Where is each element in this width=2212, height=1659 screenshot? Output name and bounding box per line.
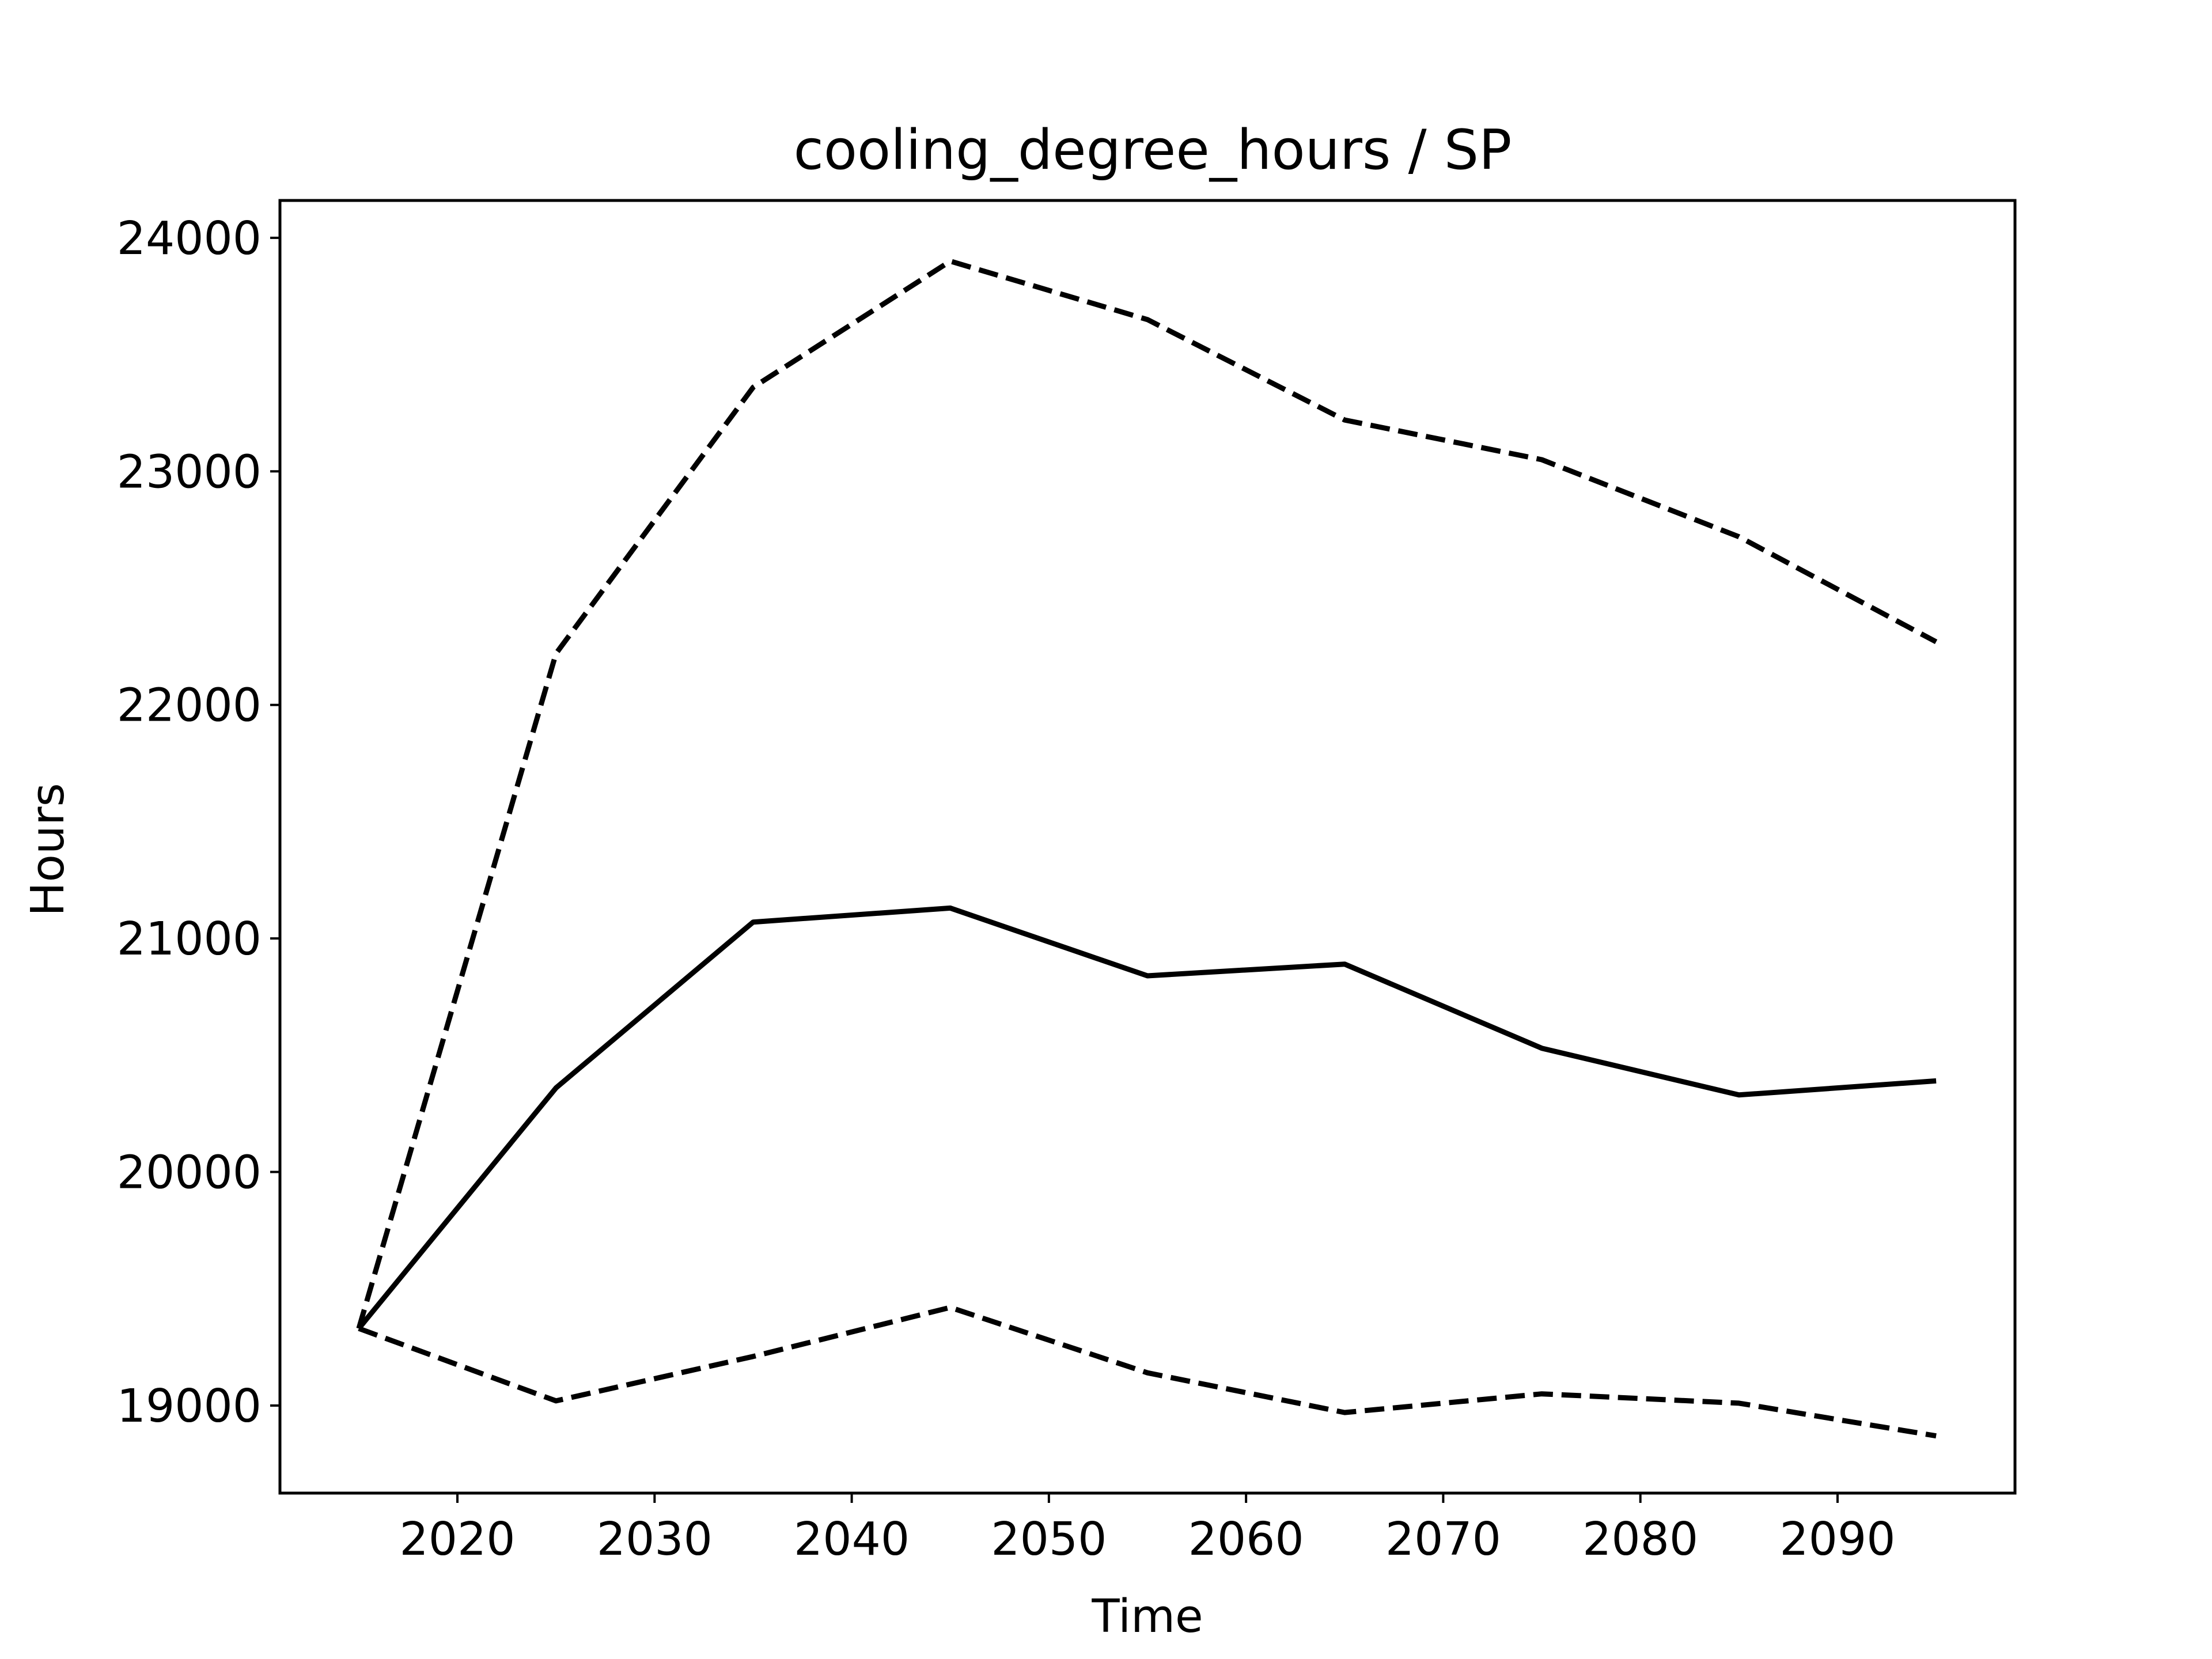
x-tick-label: 2020: [400, 1513, 516, 1566]
x-tick-label: 2050: [991, 1513, 1107, 1566]
y-axis-label: Hours: [21, 783, 74, 916]
x-axis-label: Time: [1091, 1590, 1203, 1643]
series-line-0: [357, 905, 1937, 1331]
y-tick-label: 22000: [117, 679, 262, 732]
y-tick-label: 19000: [117, 1380, 262, 1433]
y-tick-label: 21000: [117, 912, 262, 965]
y-tick-label: 23000: [117, 445, 262, 498]
x-tick-label: 2030: [597, 1513, 713, 1566]
x-tick-label: 2090: [1779, 1513, 1895, 1566]
x-tick-label: 2080: [1582, 1513, 1698, 1566]
x-tick-label: 2040: [794, 1513, 910, 1566]
x-axis: 2020 2030 2040 2050 2060 2070 2080 2090: [400, 1493, 1895, 1566]
x-tick-label: 2070: [1385, 1513, 1501, 1566]
x-tick-label: 2060: [1188, 1513, 1304, 1566]
chart-title: cooling_degree_hours / SP: [794, 119, 1512, 182]
plot-frame: [278, 199, 2017, 1495]
y-tick-label: 20000: [117, 1146, 262, 1199]
y-axis: 19000 20000 21000 22000 23000 24000: [117, 212, 280, 1433]
y-tick-label: 24000: [117, 212, 262, 265]
series-line-1: [356, 258, 1938, 1330]
series-layer: [356, 258, 1938, 1439]
series-line-2: [358, 1305, 1937, 1439]
